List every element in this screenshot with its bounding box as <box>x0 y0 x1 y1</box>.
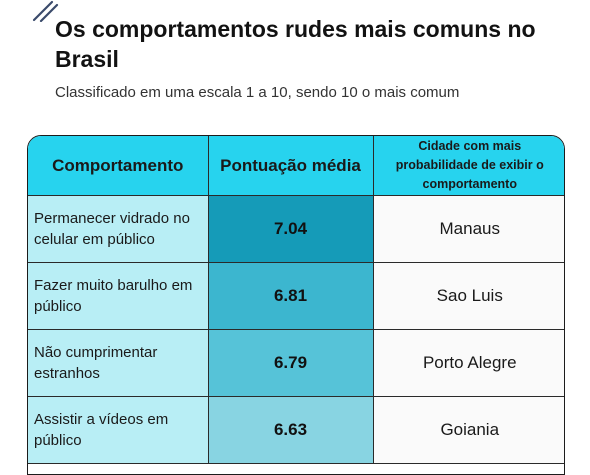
column-header-city: Cidade com mais probabilidade de exibir … <box>372 136 564 196</box>
city-cell: Porto Alegre <box>372 329 564 397</box>
behavior-cell: Não cumprimentar estranhos <box>28 329 209 397</box>
table-row: Fazer muito barulho em público 6.81 Sao Lu… <box>28 262 564 330</box>
score-cell: 6.81 <box>207 262 374 330</box>
page-title: Os comportamentos rudes mais comuns no B… <box>55 16 536 72</box>
column-header-behavior: Comportamento <box>28 136 209 196</box>
table-row: Permanecer vidrado no celular em público… <box>28 195 564 263</box>
score-cell: 6.79 <box>207 329 374 397</box>
behavior-cell: Fazer muito barulho em público <box>28 262 209 330</box>
city-cell: Goiania <box>372 396 564 464</box>
city-cell: Sao Luis <box>372 262 564 330</box>
behavior-cell: Permanecer vidrado no celular em público <box>28 195 209 263</box>
score-cell: 7.04 <box>207 195 374 263</box>
ranking-table: Comportamento Pontuação média Cidade com… <box>27 135 565 475</box>
behavior-cell: Assistir a vídeos em público <box>28 396 209 464</box>
score-cell: 6.63 <box>207 396 374 464</box>
table-header-row: Comportamento Pontuação média Cidade com… <box>28 136 564 196</box>
table-row: Não cumprimentar estranhos 6.79 Porto Aleg… <box>28 329 564 397</box>
page-subtitle: Classificado em uma escala 1 a 10, sendo… <box>55 84 460 101</box>
city-cell: Manaus <box>372 195 564 263</box>
column-header-score: Pontuação média <box>207 136 374 196</box>
decorative-strokes-icon <box>32 0 59 22</box>
table-row: Assistir a vídeos em público 6.63 Goiania <box>28 396 564 464</box>
